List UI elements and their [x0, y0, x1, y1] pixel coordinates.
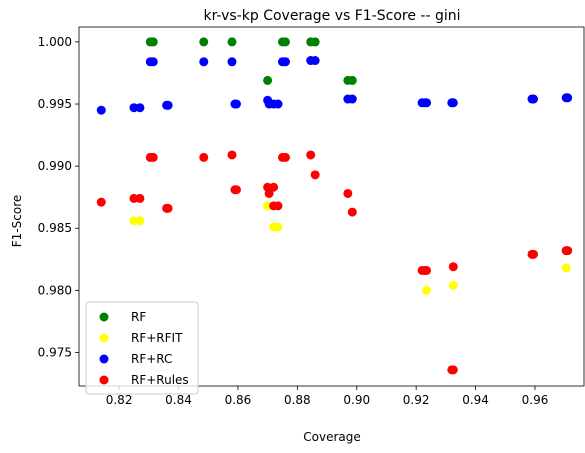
- x-tick-label: 0.96: [522, 393, 549, 407]
- y-tick-label: 0.985: [38, 221, 72, 235]
- series-rf-rc: [96, 56, 573, 115]
- data-point: [310, 56, 320, 66]
- legend-label: RF+RFIT: [131, 331, 183, 345]
- data-point: [529, 249, 538, 259]
- data-point: [148, 57, 158, 67]
- data-point: [269, 182, 279, 192]
- data-point: [347, 94, 357, 104]
- y-tick-label: 1.000: [38, 35, 72, 49]
- x-tick-label: 0.86: [225, 393, 252, 407]
- data-point: [561, 263, 571, 273]
- data-point: [347, 207, 357, 217]
- data-point: [135, 216, 145, 226]
- data-point: [347, 75, 357, 85]
- legend-marker: [99, 354, 109, 364]
- data-point: [163, 100, 173, 110]
- series-rf-rules: [96, 150, 573, 375]
- legend-box: [85, 301, 199, 395]
- data-point: [163, 203, 173, 213]
- legend-marker: [99, 312, 109, 322]
- data-point: [135, 193, 145, 203]
- x-axis-label: Coverage: [303, 430, 361, 444]
- data-point: [529, 94, 538, 104]
- data-point: [306, 150, 316, 160]
- data-point: [264, 188, 274, 198]
- x-tick-label: 0.84: [165, 393, 192, 407]
- data-point: [448, 365, 458, 375]
- data-point: [96, 197, 106, 207]
- x-tick-label: 0.90: [343, 393, 370, 407]
- data-point: [448, 280, 458, 290]
- data-point: [231, 99, 241, 109]
- data-point: [310, 37, 320, 47]
- legend-label: RF: [131, 310, 146, 324]
- legend-item: RF+RFIT: [99, 331, 183, 345]
- legend-item: RF+RC: [99, 352, 172, 366]
- data-point: [199, 152, 209, 162]
- data-marks: [96, 37, 573, 375]
- legend-label: RF+RC: [131, 352, 172, 366]
- data-point: [135, 103, 145, 113]
- data-point: [273, 222, 283, 232]
- data-point: [96, 105, 106, 115]
- data-point: [280, 152, 290, 162]
- legend-item: RF: [99, 310, 146, 324]
- data-point: [563, 93, 573, 103]
- data-point: [448, 262, 458, 272]
- data-point: [199, 57, 209, 67]
- data-point: [227, 150, 237, 160]
- data-point: [448, 98, 458, 108]
- x-tick-label: 0.94: [462, 393, 489, 407]
- x-tick-label: 0.88: [284, 393, 311, 407]
- y-axis: 0.975 0.980 0.985 0.990 0.995 1.000: [38, 35, 79, 359]
- series-rf: [145, 37, 357, 85]
- legend-marker: [99, 333, 109, 343]
- y-tick-label: 0.990: [38, 159, 72, 173]
- data-point: [273, 201, 283, 211]
- data-point: [280, 37, 290, 47]
- plot-frame: [78, 26, 585, 387]
- data-point: [422, 265, 432, 275]
- data-point: [422, 285, 432, 295]
- data-point: [563, 246, 573, 256]
- data-point: [227, 37, 237, 47]
- legend-label: RF+Rules: [131, 373, 189, 387]
- legend-item: RF+Rules: [99, 373, 189, 387]
- data-point: [148, 152, 158, 162]
- data-point: [148, 37, 158, 47]
- legend: RF RF+RFIT RF+RC RF+Rules: [85, 301, 199, 395]
- y-axis-label: F1-Score: [10, 195, 24, 247]
- x-tick-label: 0.92: [403, 393, 430, 407]
- data-point: [310, 170, 320, 180]
- legend-marker: [99, 375, 109, 385]
- data-point: [199, 37, 209, 47]
- data-point: [231, 185, 241, 195]
- data-point: [280, 57, 290, 67]
- y-tick-label: 0.995: [38, 97, 72, 111]
- y-tick-label: 0.975: [38, 345, 72, 359]
- data-point: [343, 188, 353, 198]
- data-point: [227, 57, 237, 67]
- data-point: [273, 99, 283, 109]
- y-tick-label: 0.980: [38, 283, 72, 297]
- chart-title: kr-vs-kp Coverage vs F1-Score -- gini: [203, 8, 460, 24]
- data-point: [422, 98, 432, 108]
- x-tick-label: 0.82: [106, 393, 133, 407]
- data-point: [263, 75, 273, 85]
